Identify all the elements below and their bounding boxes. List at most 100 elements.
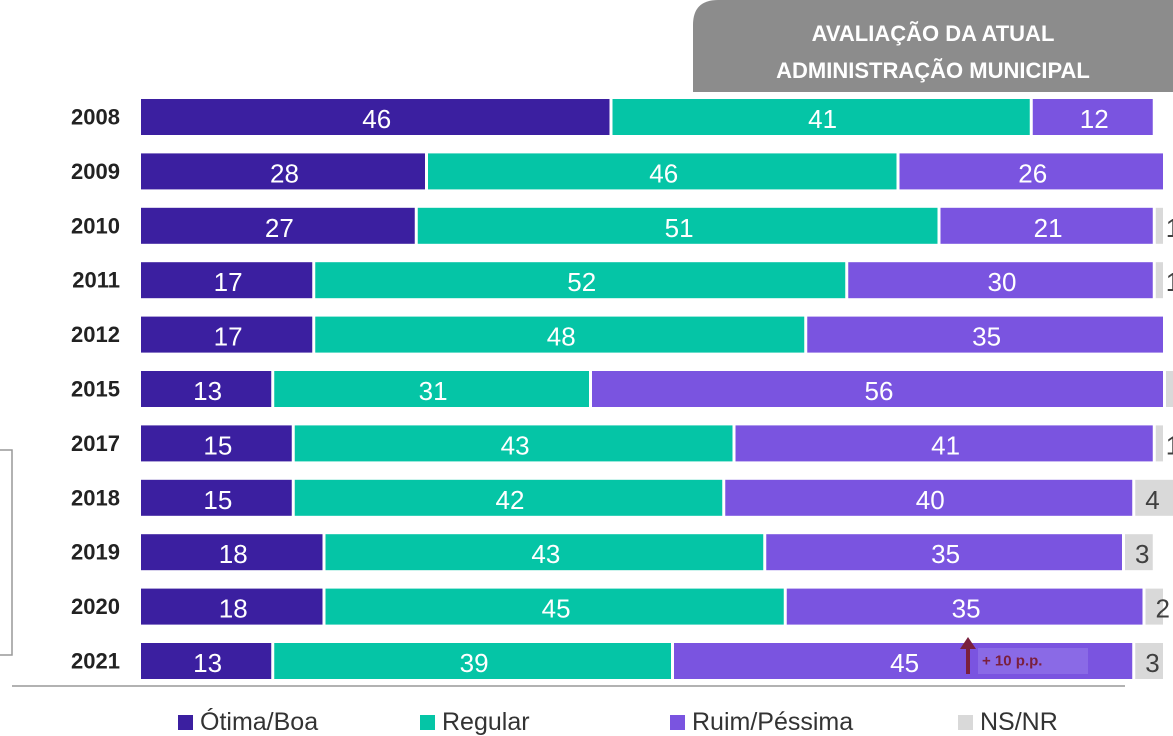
value-label: 2: [1156, 594, 1170, 624]
bar-segment: [807, 316, 1163, 353]
bar-segment: [141, 425, 292, 462]
bar-segment: [417, 207, 938, 244]
value-label: 56: [865, 376, 894, 406]
y-tick-label: 2017: [71, 431, 120, 456]
y-tick-label: 2010: [71, 213, 120, 238]
legend-label: Ótima/Boa: [200, 707, 318, 736]
bar-segment: [141, 153, 425, 190]
value-label: 35: [952, 594, 981, 624]
value-label: 15: [203, 430, 232, 460]
value-label: 43: [501, 430, 530, 460]
value-label: 13: [193, 648, 222, 678]
bar-segment: [315, 316, 805, 353]
value-label: 18: [219, 594, 248, 624]
bar-segment: [899, 153, 1163, 190]
value-label: 17: [214, 322, 243, 352]
value-label: 1: [1166, 267, 1173, 297]
bar-segment: [592, 371, 1163, 407]
value-label: 42: [496, 485, 525, 515]
bar-segment: [294, 479, 723, 516]
value-label: 17: [214, 267, 243, 297]
value-label: 51: [665, 213, 694, 243]
bar-segment: [1135, 643, 1163, 679]
bar-segment: [1155, 207, 1163, 244]
value-label: 31: [419, 376, 448, 406]
bar-segment: [1145, 588, 1163, 625]
y-tick-label: 2020: [71, 594, 120, 619]
value-label: 45: [890, 648, 919, 678]
value-label: 4: [1145, 485, 1159, 515]
value-label: 13: [193, 376, 222, 406]
value-label: 21: [1034, 213, 1063, 243]
chart-title: AVALIAÇÃO DA ATUAL ADMINISTRAÇÃO MUNICIPA…: [776, 21, 1090, 83]
value-label: 41: [808, 104, 837, 134]
value-label: 46: [362, 104, 391, 134]
y-tick-label: 2009: [71, 159, 120, 184]
value-label: 3: [1135, 539, 1149, 569]
bar-segment: [274, 643, 671, 679]
bar-segment: [1166, 371, 1173, 407]
value-label: 30: [988, 267, 1017, 297]
legend-label: NS/NR: [980, 708, 1058, 736]
legend-swatch: [670, 715, 685, 730]
bar-segment: [1155, 262, 1163, 299]
y-tick-label: 2012: [71, 322, 120, 347]
bar-segment: [141, 588, 323, 625]
bar-segment: [141, 262, 313, 299]
bar-segment: [725, 479, 1133, 516]
bar-segment: [141, 316, 313, 353]
value-label: 15: [203, 485, 232, 515]
value-label: 18: [219, 539, 248, 569]
bar-segment: [325, 588, 784, 625]
bar-segment: [141, 534, 323, 571]
y-tick-label: 2015: [71, 377, 120, 402]
value-label: 3: [1145, 648, 1159, 678]
bar-segment: [428, 153, 897, 190]
bar-segment: [612, 99, 1030, 135]
bar-segment: [786, 588, 1143, 625]
value-label: 28: [270, 158, 299, 188]
y-tick-label: 2019: [71, 540, 120, 565]
value-label: 43: [531, 539, 560, 569]
legend-label: Regular: [442, 708, 530, 736]
bar-segment: [141, 371, 272, 407]
bar-segment: [1155, 425, 1163, 462]
legend-label: Ruim/Péssima: [692, 708, 853, 736]
bar-segment: [325, 534, 764, 571]
value-label: 40: [916, 485, 945, 515]
bar-segment: [766, 534, 1122, 571]
annotation: + 10 p.p.: [982, 653, 1042, 670]
y-tick-label: 2018: [71, 485, 120, 510]
value-label: 52: [567, 267, 596, 297]
bar-segment: [141, 99, 610, 135]
bar-segment: [141, 643, 272, 679]
bar-segment: [1125, 534, 1153, 571]
value-label: 41: [931, 430, 960, 460]
title-tab: [693, 0, 1173, 92]
bar-segment: [274, 371, 589, 407]
y-tick-label: 2011: [72, 268, 120, 293]
annotation-bg: [978, 648, 1088, 674]
value-label: 39: [460, 648, 489, 678]
value-label: 12: [1080, 104, 1109, 134]
value-label: 27: [265, 213, 294, 243]
bar-segment: [315, 262, 846, 299]
bar-segment: [141, 479, 292, 516]
y-tick-label: 2008: [71, 105, 120, 130]
legend-swatch: [178, 715, 193, 730]
bar-segment: [848, 262, 1153, 299]
bar-segment: [1032, 99, 1153, 135]
bar-segment: [1135, 479, 1173, 516]
bar-segment: [141, 207, 415, 244]
value-label: 45: [542, 594, 571, 624]
annotation-arrowhead: [960, 637, 976, 649]
value-label: 1: [1166, 430, 1173, 460]
value-label: 46: [649, 158, 678, 188]
bar-segment: [735, 425, 1153, 462]
bar-segment: [294, 425, 733, 462]
legend-swatch: [420, 715, 435, 730]
value-label: 35: [931, 539, 960, 569]
value-label: 26: [1018, 158, 1047, 188]
value-label: 1: [1166, 213, 1173, 243]
